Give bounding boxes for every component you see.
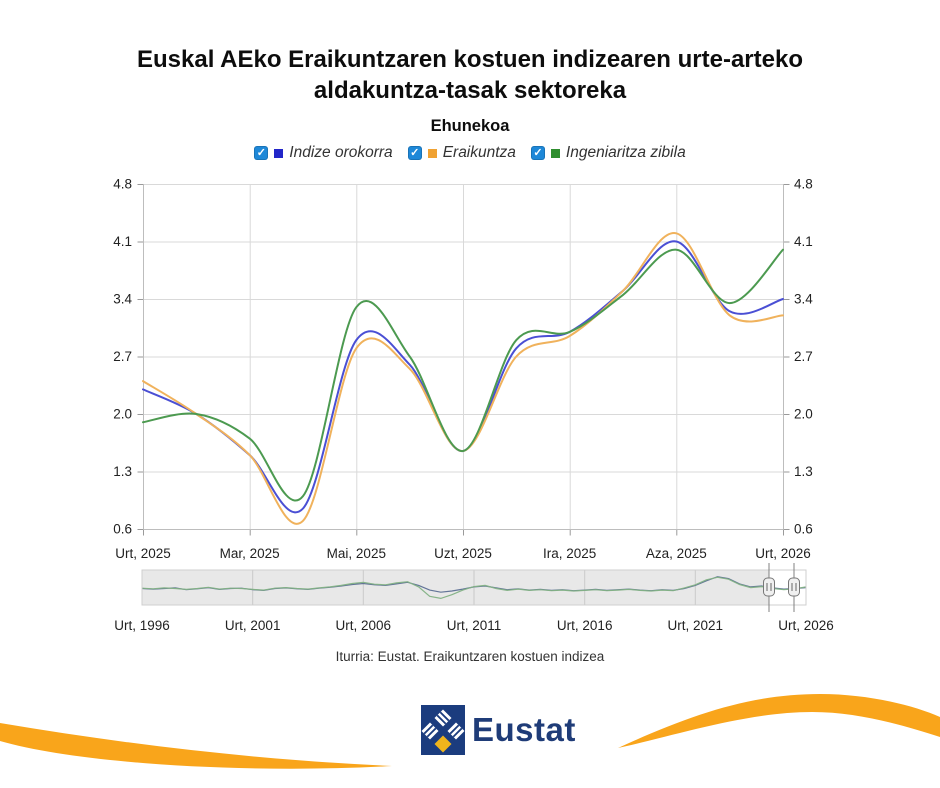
x-axis-label: Uzt, 2025	[434, 546, 492, 561]
chart-subtitle: Ehunekoa	[430, 117, 510, 135]
y-axis-label-right: 3.4	[794, 292, 813, 307]
x-axis-label: Ira, 2025	[543, 546, 596, 561]
y-axis-label-right: 2.7	[794, 349, 813, 364]
y-axis-label-left: 4.8	[113, 177, 132, 192]
navigator-axis-label: Urt, 2021	[668, 618, 724, 633]
footer-brand-area: Eustat	[0, 660, 940, 788]
eustat-logo-text: Eustat	[472, 711, 576, 748]
y-axis-label-right: 4.1	[794, 234, 813, 249]
x-axis-label: Mar, 2025	[220, 546, 280, 561]
eustat-logo: Eustat	[421, 705, 576, 755]
legend-label: Ingeniaritza zibila	[565, 144, 686, 161]
y-axis-label-right: 1.3	[794, 464, 813, 479]
legend-item-indize-orokorra[interactable]: ✓ Indize orokorra	[254, 144, 393, 162]
legend-item-eraikuntza[interactable]: ✓ Eraikuntza	[407, 144, 516, 162]
navigator-axis-label: Urt, 2011	[447, 618, 502, 633]
chart-legend: ✓ Indize orokorra ✓ Eraikuntza ✓ Ingenia…	[0, 144, 940, 162]
checkbox-checked-icon[interactable]: ✓	[530, 146, 545, 160]
source-caption: Iturria: Eustat. Eraikuntzaren kostuen i…	[335, 649, 605, 664]
navigator-axis-label: Urt, 2006	[336, 618, 392, 633]
series-line-ingeniaritza-zibila[interactable]	[142, 248, 784, 502]
y-axis-label-left: 3.4	[113, 292, 132, 307]
y-axis-label-right: 4.8	[794, 177, 813, 192]
y-axis-label-right: 0.6	[794, 522, 813, 537]
legend-item-ingeniaritza-zibila[interactable]: ✓ Ingeniaritza zibila	[530, 144, 686, 162]
navigator-axis-label: Urt, 2026	[778, 618, 834, 633]
swoosh-right	[618, 694, 940, 748]
checkbox-checked-icon[interactable]: ✓	[407, 146, 422, 160]
series-color-swatch	[550, 148, 560, 158]
x-axis-label: Mai, 2025	[327, 546, 386, 561]
y-axis-label-left: 2.0	[113, 407, 132, 422]
series-color-swatch	[427, 148, 437, 158]
x-axis-label: Urt, 2025	[115, 546, 171, 561]
y-axis-label-left: 2.7	[113, 349, 132, 364]
grid	[137, 184, 790, 536]
y-axis-label-right: 2.0	[794, 407, 813, 422]
navigator-axis-label: Urt, 2001	[225, 618, 281, 633]
navigator-series-ingeniaritza-zibila	[141, 576, 807, 600]
range-navigator: Urt, 1996 Urt, 2001 Urt, 2006 Urt, 2011 Urt,…	[114, 563, 834, 633]
navigator-border	[141, 569, 807, 606]
main-chart: 0.6 0.6 1.3 1.3 2.0 2.0 2.7 2.7 3.4 3.4 4.1 4.1 4.8 4…	[113, 177, 834, 634]
checkbox-checked-icon[interactable]: ✓	[254, 146, 269, 160]
x-axis-label: Aza, 2025	[646, 546, 707, 561]
chart-title: Euskal AEko Eraikuntzaren kostuen indize…	[137, 46, 803, 104]
legend-label: Eraikuntza	[442, 144, 516, 161]
y-axis-label-left: 4.1	[113, 234, 132, 249]
eustat-logo-mark-icon	[421, 705, 465, 755]
swoosh-left	[0, 723, 392, 769]
navigator-handle-right[interactable]	[788, 563, 800, 612]
x-axis-label: Urt, 2026	[755, 546, 811, 561]
navigator-axis-label: Urt, 2016	[557, 618, 613, 633]
navigator-handle-left[interactable]	[763, 563, 775, 612]
navigator-axis-label: Urt, 1996	[114, 618, 170, 633]
legend-label: Indize orokorra	[289, 144, 393, 161]
y-axis-label-left: 0.6	[113, 522, 132, 537]
y-axis-label-left: 1.3	[113, 464, 132, 479]
brand-swoosh-graphics	[0, 694, 940, 769]
series-color-swatch	[274, 148, 284, 158]
axis-labels: 0.6 0.6 1.3 1.3 2.0 2.0 2.7 2.7 3.4 3.4 4.1 4.1 4.8 4…	[113, 177, 813, 562]
